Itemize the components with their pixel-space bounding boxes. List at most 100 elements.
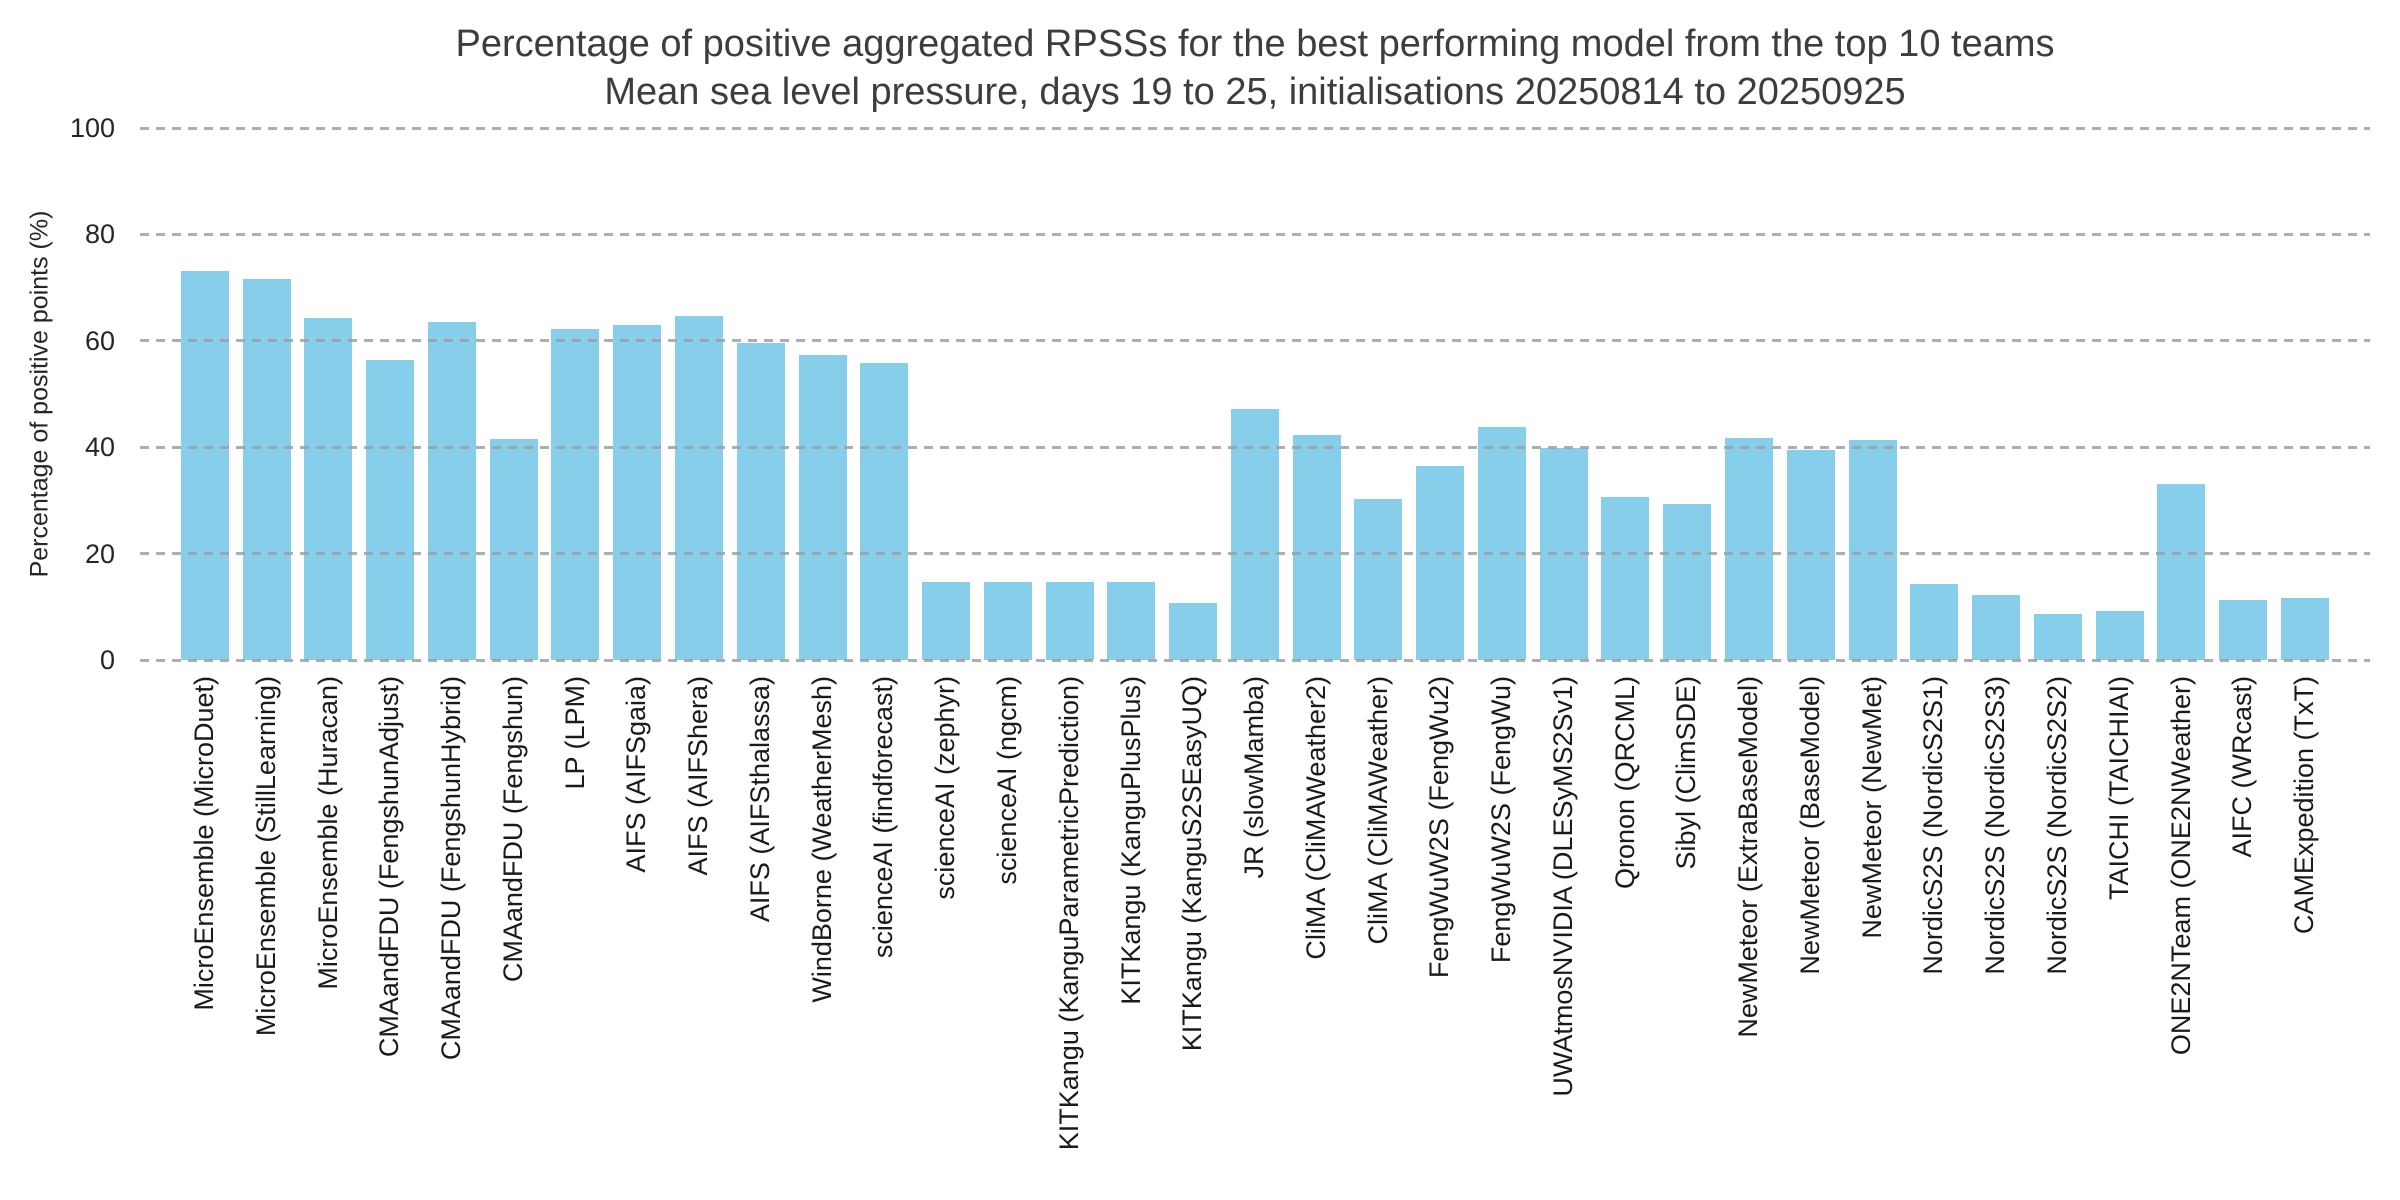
x-tick-slot: CAMExpedition (TxT) (2274, 676, 2336, 1200)
x-tick-label: TAICHI (TAICHIAI) (2103, 676, 2134, 900)
y-tick-label-100: 100 (69, 113, 115, 143)
gridline-100 (140, 126, 2370, 130)
bar-slot (1903, 128, 1965, 660)
x-tick-slot: JR (slowMamba) (1224, 676, 1286, 1200)
x-tick-slot: TAICHI (TAICHIAI) (2089, 676, 2151, 1200)
x-tick-label: scienceAI (findforecast) (868, 676, 899, 959)
chart-subtitle: Mean sea level pressure, days 19 to 25, … (604, 71, 1906, 113)
bar-slot (236, 128, 298, 660)
bar-slot (1409, 128, 1471, 660)
bar-CliMA (CliMAWeather) (1354, 499, 1403, 660)
y-axis-ticks: 0 20 40 60 80 100 (0, 113, 115, 675)
x-tick-label: NordicS2S (NordicS2S1) (1918, 676, 1949, 975)
bar-scienceAI (zephyr) (922, 582, 971, 660)
x-tick-slot: AIFC (WRcast) (2212, 676, 2274, 1200)
x-tick-label: CMAandFDU (FengshunHybrid) (436, 676, 467, 1061)
x-tick-label: AIFS (AIFSthalassa) (744, 676, 775, 923)
bar-CliMA (CliMAWeather2) (1292, 434, 1341, 660)
x-tick-slot: scienceAI (zephyr) (915, 676, 977, 1200)
x-tick-slot: MicroEnsemble (MicroDuet) (174, 676, 236, 1200)
x-tick-slot: CliMA (CliMAWeather) (1348, 676, 1410, 1200)
x-tick-label: AIFS (AIFShera) (683, 676, 714, 876)
x-tick-slot: CliMA (CliMAWeather2) (1286, 676, 1348, 1200)
chart-title: Percentage of positive aggregated RPSSs … (455, 23, 2055, 65)
x-tick-slot: FengWuW2S (FengWu2) (1409, 676, 1471, 1200)
x-tick-slot: scienceAI (ngcm) (977, 676, 1039, 1200)
gridline-80 (140, 232, 2370, 236)
bar-MicroEnsemble (StillLearning) (242, 278, 291, 660)
x-axis-labels: MicroEnsemble (MicroDuet) MicroEnsemble (… (140, 676, 2370, 1200)
x-tick-label: FengWuW2S (FengWu) (1486, 676, 1517, 964)
bar-LP (LPM) (551, 329, 600, 660)
bar-slot (359, 128, 421, 660)
x-tick-label: CMAandFDU (FengshunAdjust) (374, 676, 405, 1058)
bar-slot (1039, 128, 1101, 660)
x-tick-slot: LP (LPM) (545, 676, 607, 1200)
bar-slot (1718, 128, 1780, 660)
bar-MicroEnsemble (Huracan) (304, 317, 353, 660)
bar-slot (2027, 128, 2089, 660)
bar-scienceAI (findforecast) (860, 363, 909, 660)
x-tick-slot: scienceAI (findforecast) (853, 676, 915, 1200)
bar-slot (483, 128, 545, 660)
y-tick-label-40: 40 (84, 432, 115, 463)
y-tick-label-60: 60 (84, 325, 115, 356)
x-tick-slot: NordicS2S (NordicS2S3) (1965, 676, 2027, 1200)
x-tick-slot: AIFS (AIFShera) (668, 676, 730, 1200)
x-tick-slot: NewMeteor (NewMet) (1842, 676, 1904, 1200)
bar-FengWuW2S (FengWu) (1477, 426, 1526, 660)
bar-slot (977, 128, 1039, 660)
x-tick-slot: KITKangu (KanguS2SEasyUQ) (1162, 676, 1224, 1200)
plot-area (140, 126, 2370, 662)
bar-ONE2NTeam (ONE2NWeather) (2157, 483, 2206, 660)
x-tick-slot: Sibyl (ClimSDE) (1656, 676, 1718, 1200)
bar-slot (1348, 128, 1410, 660)
bar-AIFS (AIFSthalassa) (736, 343, 785, 660)
x-tick-label: FengWuW2S (FengWu2) (1424, 676, 1455, 979)
gridline-40 (140, 445, 2370, 449)
bar-slot (2274, 128, 2336, 660)
x-tick-label: NordicS2S (NordicS2S3) (1980, 676, 2011, 975)
bar-NordicS2S (NordicS2S3) (1972, 594, 2021, 660)
bar-CAMExpedition (TxT) (2280, 598, 2329, 660)
bar-slot (1286, 128, 1348, 660)
bar-slot (792, 128, 854, 660)
bar-slot (730, 128, 792, 660)
x-tick-label: MicroEnsemble (MicroDuet) (189, 676, 220, 1011)
bar-slot (1533, 128, 1595, 660)
x-tick-slot: AIFS (AIFSgaia) (606, 676, 668, 1200)
bars-row (140, 128, 2370, 660)
bar-AIFS (AIFShera) (675, 316, 723, 660)
x-tick-slot: ONE2NTeam (ONE2NWeather) (2151, 676, 2213, 1200)
bar-slot (2212, 128, 2274, 660)
bar-slot (668, 128, 730, 660)
bar-slot (853, 128, 915, 660)
bar-slot (606, 128, 668, 660)
x-tick-slot: NewMeteor (ExtraBaseModel) (1718, 676, 1780, 1200)
bar-CMAandFDU (FengshunAdjust) (366, 360, 415, 660)
bar-NewMeteor (ExtraBaseModel) (1725, 438, 1774, 660)
x-tick-label: AIFC (WRcast) (2227, 676, 2258, 858)
x-tick-label: Sibyl (ClimSDE) (1671, 676, 1702, 870)
bar-slot (1780, 128, 1842, 660)
x-tick-slot: KITKangu (KanguParametricPrediction) (1039, 676, 1101, 1200)
bar-slot (298, 128, 360, 660)
x-tick-label: CliMA (CliMAWeather2) (1300, 676, 1331, 960)
x-tick-label: NewMeteor (NewMet) (1856, 676, 1887, 939)
x-tick-slot: WindBorne (WeatherMesh) (792, 676, 854, 1200)
bar-slot (1224, 128, 1286, 660)
bar-KITKangu (KanguS2SEasyUQ) (1169, 603, 1218, 660)
y-tick-label-0: 0 (99, 645, 115, 675)
bar-KITKangu (KanguPlusPlus) (1107, 582, 1156, 660)
gridline-20 (140, 552, 2370, 556)
x-tick-label: CMAandFDU (Fengshun) (497, 676, 528, 983)
bar-slot (1842, 128, 1904, 660)
x-tick-label: WindBorne (WeatherMesh) (806, 676, 837, 1003)
x-tick-slot: KITKangu (KanguPlusPlus) (1100, 676, 1162, 1200)
x-tick-slot: MicroEnsemble (StillLearning) (236, 676, 298, 1200)
bar-AIFC (WRcast) (2219, 600, 2268, 660)
x-tick-label: ONE2NTeam (ONE2NWeather) (2165, 676, 2196, 1056)
gridline-60 (140, 339, 2370, 343)
bar-JR (slowMamba) (1230, 408, 1279, 660)
x-tick-slot: AIFS (AIFSthalassa) (730, 676, 792, 1200)
